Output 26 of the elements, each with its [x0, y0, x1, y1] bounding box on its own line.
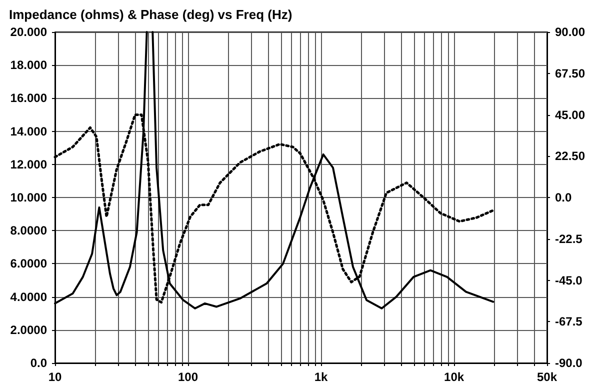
y2-tick-label: 45.00 — [555, 108, 586, 122]
x-tick-label: 50k — [536, 370, 558, 384]
y-tick-label: 0.0 — [30, 356, 48, 370]
y-tick-label: 14.000 — [10, 124, 48, 138]
y-tick-label: 20.000 — [10, 25, 48, 39]
chart-title: Impedance (ohms) & Phase (deg) vs Freq (Hz) — [9, 7, 292, 22]
y2-tick-label: -45.0 — [555, 273, 583, 288]
y-tick-label: 18.000 — [10, 58, 48, 72]
y2-tick-label: 0.0 — [555, 190, 572, 204]
y-tick-label: 6.0000 — [10, 256, 48, 271]
y2-tick-label: -22.5 — [555, 232, 583, 246]
y-tick-label: 2.0000 — [10, 322, 48, 337]
y2-tick-label: -67.5 — [555, 314, 583, 329]
y2-tick-label: -90.0 — [555, 356, 583, 370]
y-tick-label: 8.0000 — [10, 224, 48, 238]
y2-tick-label: 67.50 — [555, 66, 586, 80]
y2-tick-label: 22.50 — [555, 149, 586, 164]
y-tick-label: 10.000 — [10, 190, 48, 204]
x-tick-label: 10k — [444, 370, 464, 384]
x-tick-label: 100 — [178, 370, 198, 384]
y-tick-label: 4.0000 — [10, 290, 48, 304]
x-tick-label: 10 — [48, 370, 62, 384]
y2-tick-label: 90.00 — [555, 25, 586, 39]
x-tick-label: 1k — [314, 370, 328, 384]
y-tick-label: 16.000 — [10, 91, 48, 106]
y-tick-label: 12.000 — [10, 157, 48, 172]
